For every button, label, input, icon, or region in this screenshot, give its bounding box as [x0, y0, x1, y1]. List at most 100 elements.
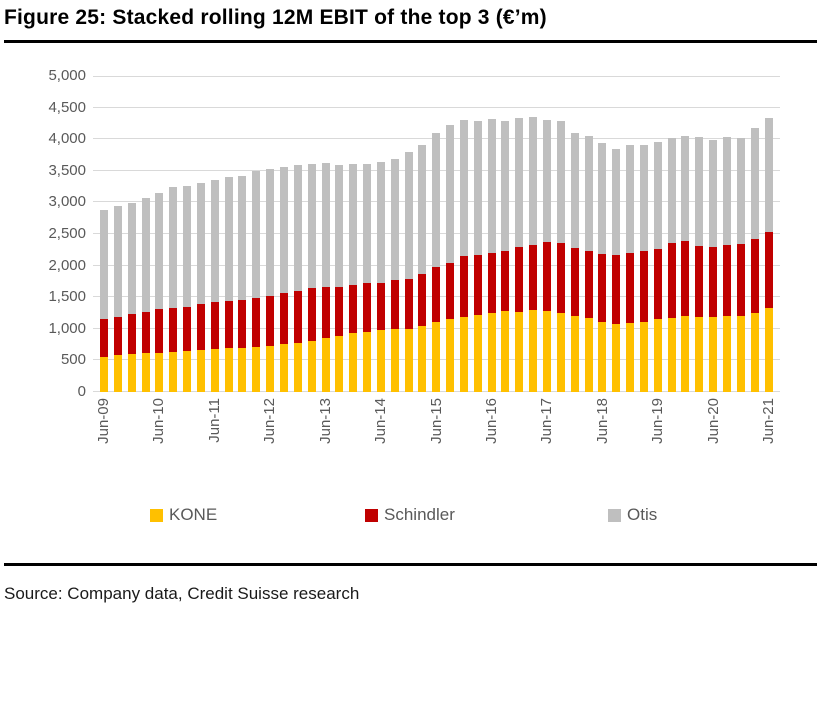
- bar-segment-otis: [196, 183, 205, 304]
- bar-segment-otis: [667, 138, 676, 244]
- x-axis-tick-label: Jun-16: [482, 398, 500, 444]
- bar-Dec-17: [570, 132, 579, 392]
- y-axis-tick-label: 3,000: [48, 193, 86, 211]
- bar-Jun-10: [155, 193, 164, 392]
- bar-Dec-14: [404, 151, 413, 392]
- bar-Sep-16: [501, 120, 510, 392]
- bar-segment-schindler: [432, 266, 441, 322]
- bar-segment-kone: [307, 340, 316, 392]
- bar-segment-otis: [418, 144, 427, 274]
- legend-item-kone: KONE: [150, 505, 217, 525]
- bar-segment-schindler: [349, 284, 358, 333]
- bar-segment-schindler: [210, 301, 219, 350]
- bar-segment-schindler: [141, 311, 150, 354]
- bar-segment-kone: [141, 353, 150, 392]
- legend-item-schindler: Schindler: [365, 505, 455, 525]
- bar-segment-schindler: [238, 300, 247, 348]
- bar-segment-otis: [266, 168, 275, 296]
- bar-Jun-17: [543, 119, 551, 392]
- bar-Mar-14: [363, 163, 372, 392]
- bar-segment-otis: [141, 198, 150, 312]
- y-axis-tick-label: 4,000: [48, 130, 86, 148]
- bar-segment-otis: [307, 164, 316, 289]
- bar-segment-otis: [722, 136, 731, 246]
- bar-segment-kone: [432, 321, 441, 392]
- y-axis-tick-label: 500: [60, 351, 86, 369]
- bar-Dec-16: [515, 118, 524, 392]
- y-axis-tick-label: 4,500: [48, 98, 86, 116]
- bar-segment-kone: [459, 316, 468, 392]
- bar-segment-kone: [390, 329, 399, 392]
- bar-Mar-11: [196, 183, 205, 392]
- bar-segment-otis: [598, 143, 607, 255]
- x-axis-tick-label: Jun-21: [760, 398, 777, 444]
- bar-Jun-20: [709, 139, 718, 392]
- legend-label: Otis: [627, 505, 658, 524]
- bar-segment-otis: [224, 177, 233, 301]
- bar-Dec-11: [238, 175, 247, 392]
- bar-segment-schindler: [584, 250, 593, 319]
- bar-segment-schindler: [543, 242, 551, 311]
- x-axis-tick-label: Jun-11: [205, 398, 223, 443]
- gridline: [93, 76, 780, 77]
- bar-segment-kone: [543, 310, 551, 392]
- bar-segment-schindler: [321, 287, 330, 338]
- bar-Dec-20: [736, 137, 745, 392]
- bar-segment-schindler: [681, 241, 690, 316]
- bar-segment-schindler: [764, 232, 773, 308]
- bar-Dec-09: [127, 203, 136, 392]
- bar-segment-kone: [376, 330, 385, 392]
- bar-segment-otis: [473, 120, 482, 255]
- bar-segment-schindler: [612, 255, 621, 324]
- bar-segment-otis: [279, 166, 288, 294]
- bar-segment-otis: [127, 203, 136, 315]
- bar-segment-otis: [100, 210, 108, 320]
- bar-segment-schindler: [155, 309, 164, 353]
- bar-segment-otis: [626, 145, 635, 254]
- bar-segment-schindler: [529, 244, 538, 310]
- bar-segment-otis: [113, 205, 122, 317]
- bar-segment-schindler: [266, 295, 275, 346]
- bar-segment-schindler: [183, 307, 192, 351]
- bar-Jun-15: [432, 133, 441, 392]
- bar-Mar-15: [418, 144, 427, 392]
- bar-segment-kone: [196, 349, 205, 392]
- bar-Dec-19: [681, 136, 690, 392]
- bars-container: [93, 76, 780, 392]
- bar-segment-otis: [501, 120, 510, 252]
- bar-segment-schindler: [626, 253, 635, 324]
- bar-segment-schindler: [335, 286, 344, 337]
- bar-Mar-10: [141, 198, 150, 392]
- bar-Jun-18: [598, 143, 607, 392]
- bar-segment-otis: [584, 136, 593, 251]
- bar-segment-kone: [612, 323, 621, 392]
- legend-swatch-otis: [608, 508, 621, 522]
- x-axis-tick-label: Jun-14: [372, 398, 390, 444]
- bar-segment-kone: [183, 350, 192, 392]
- bar-segment-schindler: [736, 244, 745, 316]
- bar-Mar-13: [307, 164, 316, 392]
- bar-segment-schindler: [390, 280, 399, 330]
- bar-segment-schindler: [279, 293, 288, 345]
- bar-segment-kone: [169, 351, 178, 392]
- bar-segment-kone: [529, 309, 538, 392]
- bar-Jun-14: [376, 161, 385, 392]
- figure-title: Figure 25: Stacked rolling 12M EBIT of t…: [4, 6, 547, 29]
- bar-segment-schindler: [653, 249, 662, 320]
- bar-Sep-17: [556, 120, 565, 392]
- bar-segment-kone: [570, 316, 579, 392]
- bar-Mar-20: [695, 136, 704, 392]
- bar-Sep-12: [279, 166, 288, 392]
- bar-segment-kone: [363, 331, 372, 392]
- bar-segment-kone: [639, 322, 648, 392]
- bar-Jun-11: [210, 179, 219, 392]
- bar-segment-kone: [404, 328, 413, 392]
- bar-segment-kone: [252, 346, 261, 392]
- bar-segment-schindler: [113, 316, 122, 356]
- bar-segment-kone: [293, 343, 302, 392]
- bar-Sep-15: [446, 125, 455, 392]
- bar-segment-kone: [626, 323, 635, 392]
- bar-segment-otis: [183, 185, 192, 308]
- bar-segment-schindler: [169, 307, 178, 352]
- bar-segment-kone: [473, 314, 482, 392]
